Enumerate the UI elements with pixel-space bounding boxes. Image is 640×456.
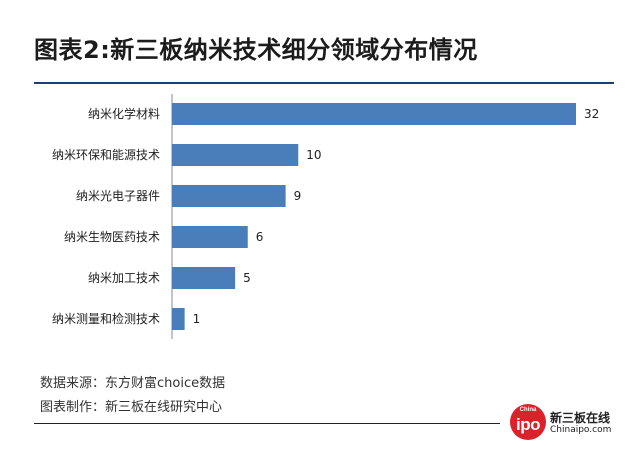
bar-0 [172,103,576,125]
bar-5 [172,308,185,330]
logo-badge-small-text: China [519,407,537,413]
value-label-2: 9 [294,189,302,203]
value-label-1: 10 [306,148,321,162]
logo-badge: China ipo [510,404,546,440]
category-label-4: 纳米加工技术 [88,271,160,285]
logo-name: 新三板在线 [550,411,611,425]
bar-4 [172,267,236,289]
bar-1 [172,144,299,166]
data-source-note: 数据来源：东方财富choice数据 [40,376,226,391]
category-label-2: 纳米光电子器件 [76,189,160,203]
value-label-4: 5 [243,271,251,285]
chart-maker-note: 图表制作：新三板在线研究中心 [40,400,223,415]
value-label-5: 1 [193,312,201,326]
value-label-0: 32 [584,107,599,121]
logo-badge-big-text: ipo [516,415,541,434]
category-label-0: 纳米化学材料 [88,106,160,121]
chart-title: 图表2:新三板纳米技术细分领域分布情况 [34,36,478,64]
category-label-3: 纳米生物医药技术 [64,230,160,244]
title-divider [34,82,614,84]
bar-chart: 纳米化学材料 32 纳米环保和能源技术 10 纳米光电子器件 9 纳米生物医药技术 6 纳米加工… [52,94,599,339]
bar-2 [172,185,286,207]
value-label-3: 6 [256,230,264,244]
footer-divider [34,423,500,424]
category-label-5: 纳米测量和检测技术 [52,311,160,326]
category-label-1: 纳米环保和能源技术 [52,148,160,162]
logo-url: Chinaipo.com [550,425,612,435]
bar-3 [172,226,248,248]
chinaipo-logo: China ipo 新三板在线 Chinaipo.com [510,404,612,440]
